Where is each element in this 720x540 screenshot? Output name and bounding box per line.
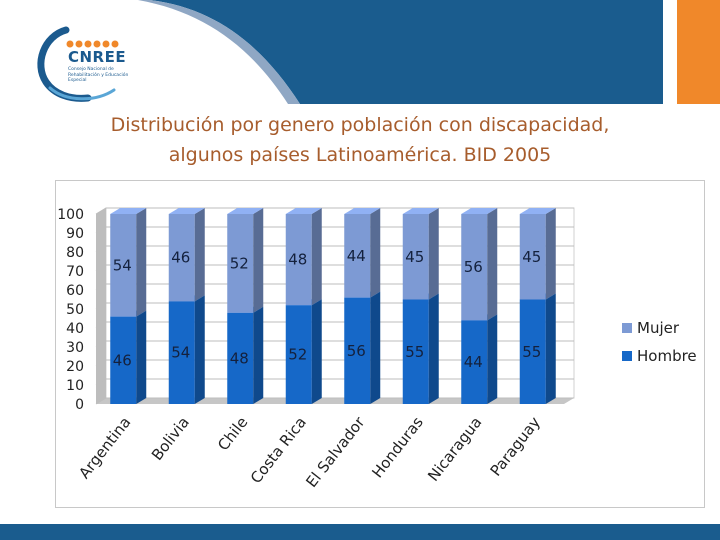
y-tick-label: 30 <box>66 340 84 356</box>
chart-floor <box>96 398 574 404</box>
bar-side-hombre <box>487 314 498 404</box>
data-label-mujer: 46 <box>171 249 190 267</box>
data-label-hombre: 56 <box>347 342 366 360</box>
y-tick-label: 50 <box>66 302 84 318</box>
bar-side-hombre <box>136 310 147 404</box>
data-label-mujer: 44 <box>347 247 366 265</box>
data-label-hombre: 55 <box>522 343 541 361</box>
data-label-hombre: 55 <box>405 343 424 361</box>
y-tick-label: 60 <box>66 283 84 299</box>
footer-bar <box>0 524 720 540</box>
bar-top-mujer <box>402 208 439 214</box>
y-tick-label: 10 <box>66 378 84 394</box>
bar-hombre <box>285 305 312 404</box>
bar-hombre <box>402 299 429 404</box>
stacked-bar-chart: 0 10 20 30 40 50 60 70 80 90 100 46 54 Argentina 54 46 B… <box>57 207 697 491</box>
data-label-mujer: 45 <box>522 248 541 266</box>
bar-hombre <box>227 312 254 404</box>
x-tick-label: El Salvador <box>302 413 369 491</box>
bar-side-mujer <box>136 208 147 317</box>
bar-side-hombre <box>428 293 439 404</box>
bar-side-mujer <box>311 208 322 306</box>
x-tick-label: Bolivia <box>148 413 193 464</box>
bar-hombre <box>110 316 137 404</box>
y-tick-label: 40 <box>66 321 84 337</box>
bar-mujer <box>227 214 254 313</box>
y-tick-label: 100 <box>57 207 84 223</box>
x-tick-label: Costa Rica <box>247 413 310 487</box>
bar-mujer <box>519 214 546 300</box>
bar-side-mujer <box>194 208 205 302</box>
y-tick-label: 0 <box>75 397 84 413</box>
data-label-mujer: 52 <box>230 254 249 272</box>
y-tick-label: 70 <box>66 264 84 280</box>
bar-top-mujer <box>461 208 498 214</box>
bar-side-mujer <box>370 208 381 298</box>
data-label-hombre: 54 <box>171 344 190 362</box>
data-label-hombre: 52 <box>288 346 307 364</box>
bar-hombre <box>519 299 546 404</box>
bar-side-hombre <box>370 291 381 404</box>
bar-mujer <box>168 214 195 302</box>
bar-mujer <box>402 214 429 300</box>
bar-top-mujer <box>344 208 381 214</box>
x-tick-label: Nicaragua <box>424 413 485 484</box>
x-tick-label: Chile <box>214 413 251 454</box>
y-tick-label: 80 <box>66 245 84 261</box>
bar-top-mujer <box>227 208 264 214</box>
logo-subtitle: Consejo Nacional de Rehabilitación y Edu… <box>68 67 129 83</box>
bar-mujer <box>461 214 488 321</box>
cnree-logo: CNREE Consejo Nacional de Rehabilitación… <box>36 24 136 106</box>
bar-top-mujer <box>168 208 205 214</box>
bar-top-mujer <box>110 208 147 214</box>
header-white-swoosh <box>0 0 300 104</box>
data-label-mujer: 45 <box>405 248 424 266</box>
bar-side-mujer <box>428 208 439 300</box>
data-label-hombre: 48 <box>230 349 249 367</box>
chart-frame: 0 10 20 30 40 50 60 70 80 90 100 46 54 Argentina 54 46 B… <box>55 180 705 508</box>
bar-top-mujer <box>285 208 322 214</box>
logo-name: CNREE <box>68 48 127 66</box>
slide-title-line1: Distribución por genero población con di… <box>110 114 610 136</box>
bar-mujer <box>285 214 312 306</box>
data-label-mujer: 56 <box>464 258 483 276</box>
legend-swatch-hombre <box>622 351 632 361</box>
bar-side-hombre <box>545 293 556 404</box>
data-label-hombre: 46 <box>113 351 132 369</box>
data-label-mujer: 54 <box>113 256 132 274</box>
slide-title: Distribución por genero población con di… <box>30 110 690 170</box>
header-banner <box>0 0 720 104</box>
bar-hombre <box>344 297 371 404</box>
x-tick-label: Paraguay <box>487 413 544 479</box>
bar-hombre <box>168 301 195 404</box>
bar-mujer <box>110 214 137 317</box>
y-tick-label: 90 <box>66 226 84 242</box>
bar-side-mujer <box>487 208 498 321</box>
slide-title-line2: algunos países Latinoamérica. BID 2005 <box>168 144 552 166</box>
data-label-hombre: 44 <box>464 353 483 371</box>
bar-side-hombre <box>253 306 264 404</box>
bar-side-mujer <box>545 208 556 300</box>
bar-side-hombre <box>194 295 205 404</box>
legend-label-mujer: Mujer <box>637 319 680 337</box>
legend-swatch-mujer <box>622 323 632 333</box>
header-grey-swoosh <box>138 0 300 104</box>
x-tick-label: Honduras <box>368 413 427 481</box>
y-tick-label: 20 <box>66 359 84 375</box>
legend-label-hombre: Hombre <box>637 347 697 365</box>
bar-hombre <box>461 320 488 404</box>
bar-top-mujer <box>519 208 556 214</box>
data-label-mujer: 48 <box>288 251 307 269</box>
bar-side-hombre <box>311 299 322 404</box>
header-orange-accent <box>677 0 720 104</box>
bar-side-mujer <box>253 208 264 313</box>
x-tick-label: Argentina <box>75 413 134 482</box>
bar-mujer <box>344 214 371 298</box>
cnree-logo-mark <box>37 26 119 102</box>
